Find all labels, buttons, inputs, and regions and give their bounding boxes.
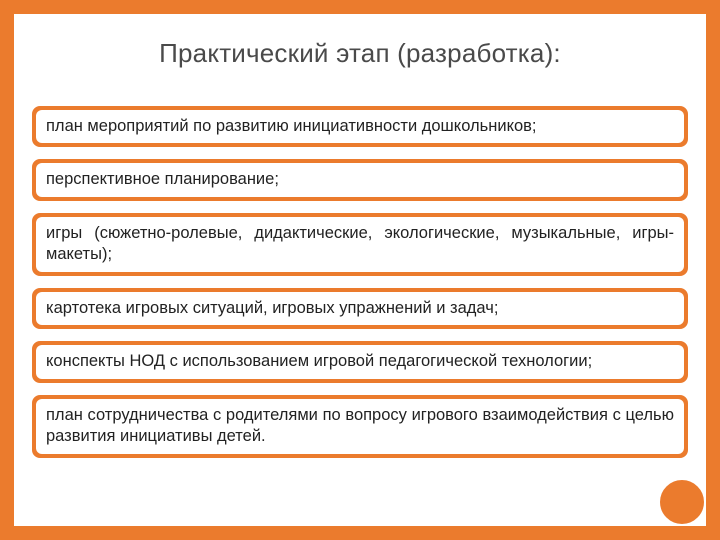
list-item: картотека игровых ситуаций, игровых упра… — [30, 286, 690, 331]
list-item: игры (сюжетно-ролевые, дидактические, эк… — [30, 211, 690, 278]
bullet-list: план мероприятий по развитию инициативно… — [30, 104, 690, 460]
list-item-text: перспективное планирование; — [36, 163, 684, 196]
list-item: конспекты НОД с использованием игровой п… — [30, 339, 690, 384]
list-item: план мероприятий по развитию инициативно… — [30, 104, 690, 149]
page-title: Практический этап (разработка): — [14, 38, 706, 69]
list-item-text: план сотрудничества с родителями по вопр… — [36, 399, 684, 454]
slide-inner: Практический этап (разработка): план мер… — [14, 14, 706, 526]
decorative-circle-icon — [658, 478, 706, 526]
list-item-text: план мероприятий по развитию инициативно… — [36, 110, 684, 143]
list-item-text: картотека игровых ситуаций, игровых упра… — [36, 292, 684, 325]
list-item-text: игры (сюжетно-ролевые, дидактические, эк… — [36, 217, 684, 272]
list-item-text: конспекты НОД с использованием игровой п… — [36, 345, 684, 378]
list-item: перспективное планирование; — [30, 157, 690, 202]
slide: Практический этап (разработка): план мер… — [0, 0, 720, 540]
list-item: план сотрудничества с родителями по вопр… — [30, 393, 690, 460]
